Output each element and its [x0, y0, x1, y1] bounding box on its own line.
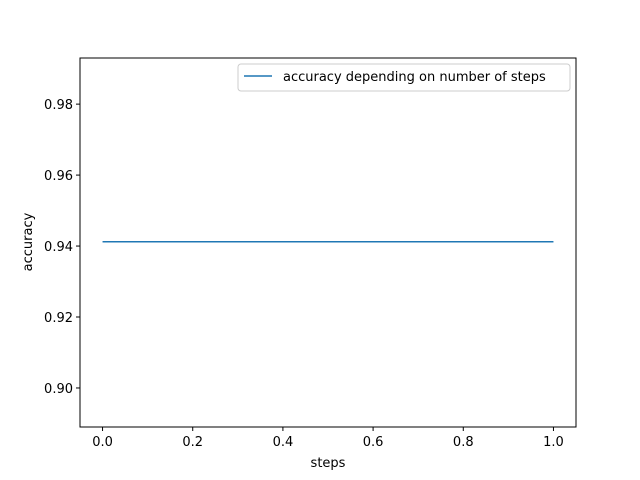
- plot-frame: [79, 57, 577, 428]
- x-tick-label: 0.0: [92, 435, 113, 450]
- y-tick-label: 0.94: [44, 240, 73, 255]
- legend-entry-label: accuracy depending on number of steps: [283, 70, 546, 85]
- y-tick-label: 0.96: [44, 169, 73, 184]
- y-axis-label: accuracy: [21, 212, 36, 271]
- y-tick-label: 0.90: [44, 382, 73, 397]
- y-tick-label: 0.98: [44, 98, 73, 113]
- x-tick-label: 0.4: [273, 435, 294, 450]
- x-axis-label: steps: [311, 456, 346, 471]
- x-tick-label: 0.2: [182, 435, 203, 450]
- legend-box: [237, 63, 571, 92]
- x-axis-ticks: 0.0 0.2 0.4 0.6 0.8 1.0: [92, 427, 564, 450]
- legend: accuracy depending on number of steps: [237, 63, 571, 92]
- x-tick-label: 0.8: [453, 435, 474, 450]
- x-tick-label: 0.6: [363, 435, 384, 450]
- y-axis-ticks: 0.90 0.92 0.94 0.96 0.98: [44, 98, 80, 397]
- x-tick-label: 1.0: [543, 435, 564, 450]
- y-tick-label: 0.92: [44, 311, 73, 326]
